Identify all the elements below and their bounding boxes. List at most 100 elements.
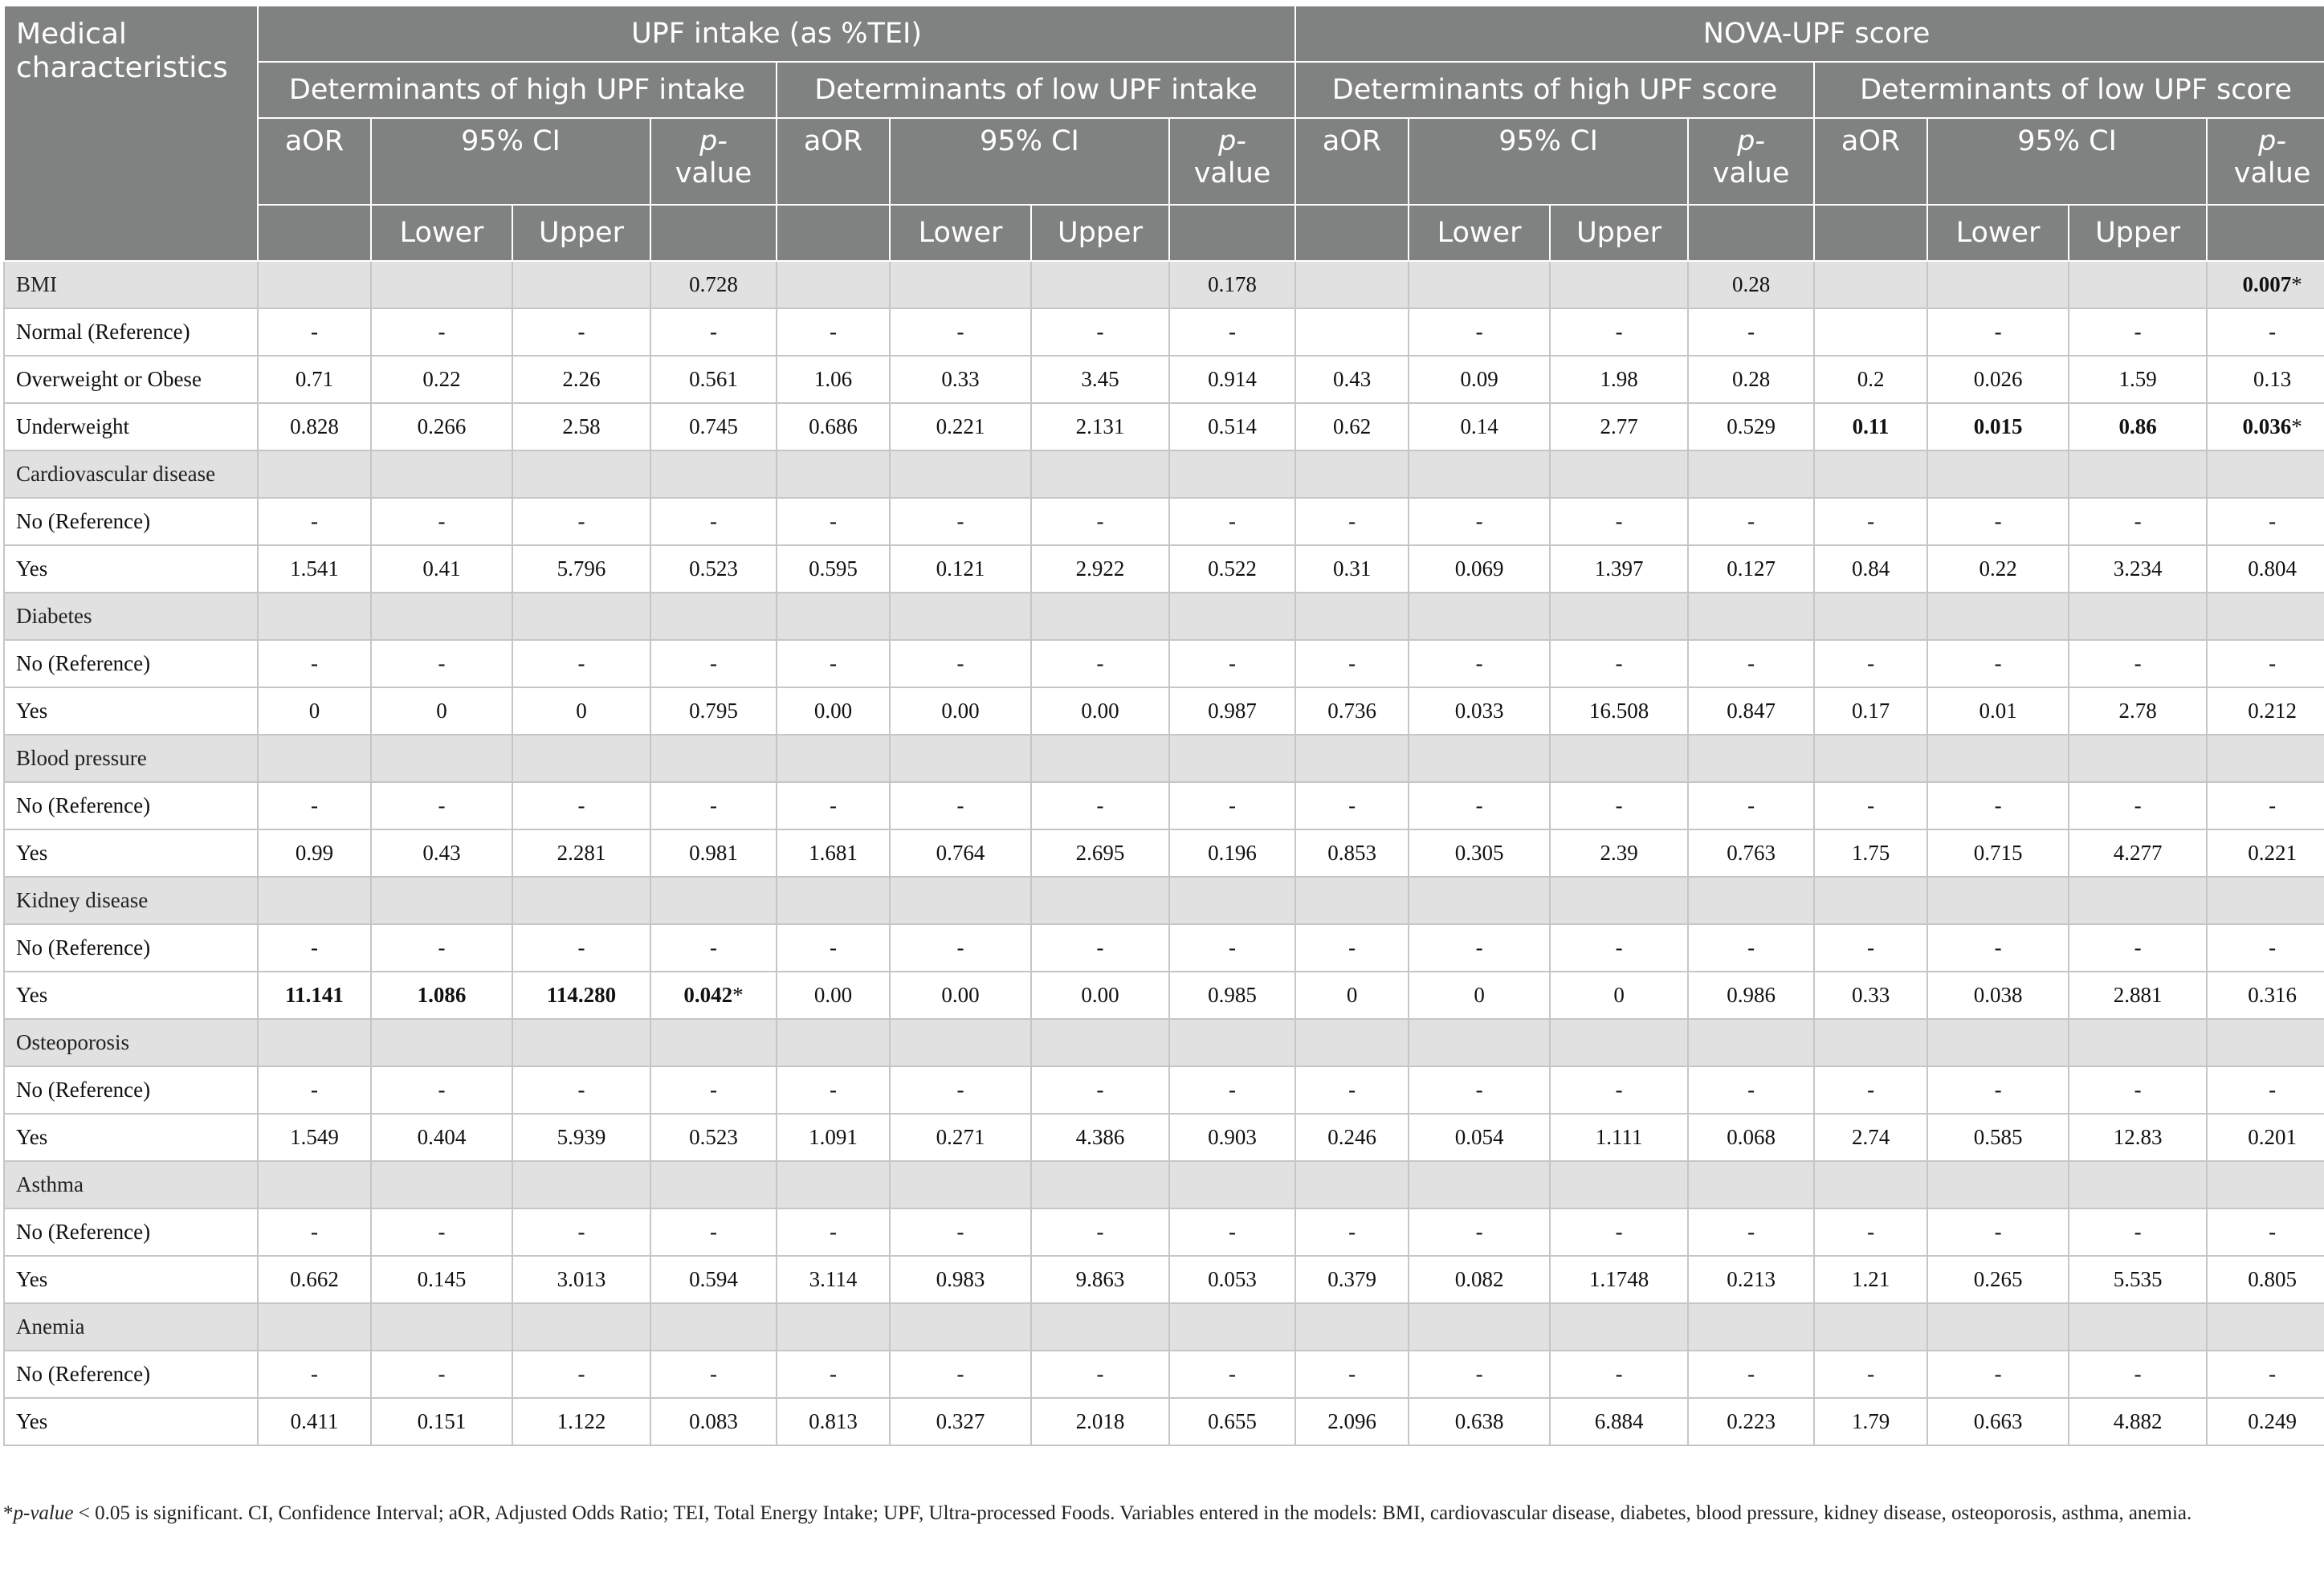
table-cell: 0.22 [370, 355, 513, 404]
table-cell: - [370, 923, 513, 972]
table-cell: 0.14 [1408, 402, 1551, 451]
table-cell: 2.78 [2068, 687, 2208, 736]
table-cell [257, 1018, 372, 1067]
table-cell: 2.018 [1030, 1397, 1170, 1446]
row-label: Yes [3, 544, 259, 593]
table-cell: - [1295, 1066, 1410, 1115]
table-cell: - [1295, 1208, 1410, 1257]
table-cell: 0.523 [650, 544, 777, 593]
row-label: Yes [3, 1255, 259, 1304]
table-cell: - [370, 308, 513, 357]
table-cell [1926, 260, 2070, 309]
header-blank [1813, 204, 1929, 262]
table-cell: - [1168, 639, 1297, 688]
table-cell [650, 450, 777, 499]
table-cell: 2.77 [1549, 402, 1690, 451]
table-cell [1813, 592, 1929, 641]
table-cell: 0.736 [1295, 687, 1410, 736]
table-cell: - [257, 923, 372, 972]
table-cell: 0.127 [1687, 544, 1816, 593]
table-cell: - [776, 923, 891, 972]
table-cell: 2.922 [1030, 544, 1170, 593]
header-upper: Upper [1030, 204, 1170, 262]
table-cell [889, 734, 1032, 783]
table-cell [1295, 592, 1410, 641]
table-cell: - [1168, 1066, 1297, 1115]
table-cell: - [776, 1066, 891, 1115]
table-cell [776, 1302, 891, 1351]
table-cell: - [1168, 781, 1297, 830]
table-cell: - [2206, 497, 2324, 546]
table-row: Overweight or Obese 0.71 0.22 2.26 0.561 1.06… [3, 355, 2324, 404]
table-cell: - [1813, 1066, 1929, 1115]
table-cell: 0.847 [1687, 687, 1816, 736]
row-label: BMI [3, 260, 259, 309]
table-cell: 0.43 [1295, 355, 1410, 404]
table-cell: 1.21 [1813, 1255, 1929, 1304]
table-cell [650, 734, 777, 783]
table-cell [1168, 1018, 1297, 1067]
table-cell: 1.091 [776, 1113, 891, 1162]
table-cell: - [1549, 308, 1690, 357]
table-cell: 0.271 [889, 1113, 1032, 1162]
table-cell: - [1813, 497, 1929, 546]
table-cell [1926, 1018, 2070, 1067]
table-cell: - [257, 308, 372, 357]
table-cell: 0.914 [1168, 355, 1297, 404]
table-cell [1687, 592, 1816, 641]
table-cell: - [257, 1066, 372, 1115]
row-label: No (Reference) [3, 497, 259, 546]
table-cell: - [1030, 639, 1170, 688]
table-cell [2206, 450, 2324, 499]
table-cell: - [1408, 1350, 1551, 1399]
header-lower: Lower [889, 204, 1032, 262]
table-cell: 0.178 [1168, 260, 1297, 309]
table-cell [776, 876, 891, 925]
table-cell [2068, 1018, 2208, 1067]
table-cell: 0.853 [1295, 829, 1410, 878]
table-cell: - [1408, 1208, 1551, 1257]
table-cell: 0.2 [1813, 355, 1929, 404]
table-cell: 4.277 [2068, 829, 2208, 878]
table-cell: 0.86 [2068, 402, 2208, 451]
table-cell: - [2206, 639, 2324, 688]
table-cell: 0.987 [1168, 687, 1297, 736]
table-cell: 0.71 [257, 355, 372, 404]
table-cell: 0.981 [650, 829, 777, 878]
table-cell: 0.007* [2206, 260, 2324, 309]
table-cell: 0.17 [1813, 687, 1929, 736]
header-low-score: Determinants of low UPF score [1813, 61, 2324, 119]
table-cell [1030, 734, 1170, 783]
table-cell [1926, 450, 2070, 499]
table-cell [1408, 1160, 1551, 1209]
table-cell [1549, 450, 1690, 499]
table-cell [776, 1160, 891, 1209]
header-lower: Lower [1408, 204, 1551, 262]
table-cell: 0.00 [889, 687, 1032, 736]
significance-star: * [2291, 272, 2302, 296]
table-cell: - [1813, 923, 1929, 972]
table-cell: 114.280 [512, 971, 651, 1020]
table-cell [2206, 592, 2324, 641]
table-group-row: Osteoporosis [3, 1018, 2324, 1067]
table-cell: - [1295, 1350, 1410, 1399]
table-cell: - [512, 639, 651, 688]
table-header: Medical characteristics UPF intake (as %… [3, 5, 2324, 262]
table-cell [370, 260, 513, 309]
table-cell: 0.054 [1408, 1113, 1551, 1162]
table-cell: 0.715 [1926, 829, 2070, 878]
table-cell [1926, 592, 2070, 641]
table-cell: - [370, 1350, 513, 1399]
header-blank [1295, 204, 1410, 262]
table-cell [889, 1302, 1032, 1351]
table-cell: 6.884 [1549, 1397, 1690, 1446]
table-cell: 0 [1408, 971, 1551, 1020]
table-cell: - [2068, 639, 2208, 688]
row-label: Diabetes [3, 592, 259, 641]
table-cell [1687, 876, 1816, 925]
table-cell: - [889, 308, 1032, 357]
table-cell [512, 450, 651, 499]
table-cell [1168, 450, 1297, 499]
header-blank [776, 204, 891, 262]
table-cell [1926, 734, 2070, 783]
